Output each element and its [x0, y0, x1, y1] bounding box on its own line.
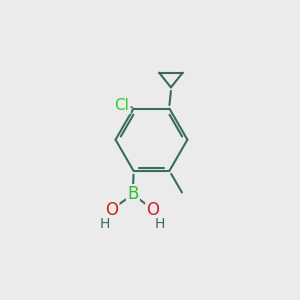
- Text: Cl: Cl: [115, 98, 130, 113]
- Text: H: H: [154, 218, 165, 231]
- Text: H: H: [100, 218, 110, 231]
- Text: B: B: [127, 185, 139, 203]
- Text: O: O: [146, 201, 159, 219]
- Text: O: O: [105, 201, 118, 219]
